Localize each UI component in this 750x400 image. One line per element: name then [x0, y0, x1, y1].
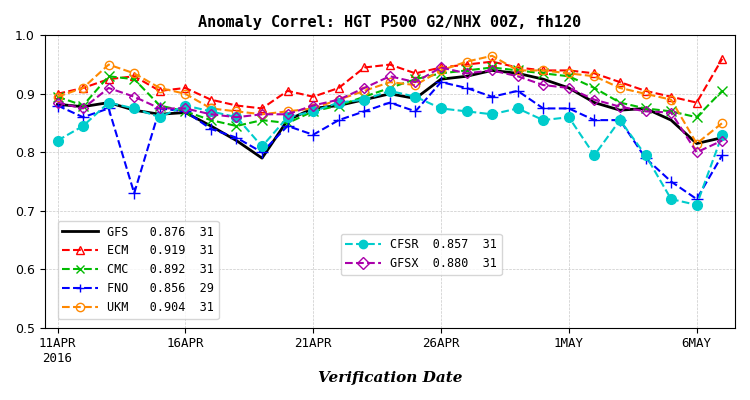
X-axis label: Verification Date: Verification Date [317, 371, 462, 385]
Title: Anomaly Correl: HGT P500 G2/NHX 00Z, fh120: Anomaly Correl: HGT P500 G2/NHX 00Z, fh1… [198, 15, 581, 30]
Legend: GFS   0.876  31, ECM   0.919  31, CMC   0.892  31, FNO   0.856  29, UKM   0.904 : GFS 0.876 31, ECM 0.919 31, CMC 0.892 31… [58, 221, 219, 319]
